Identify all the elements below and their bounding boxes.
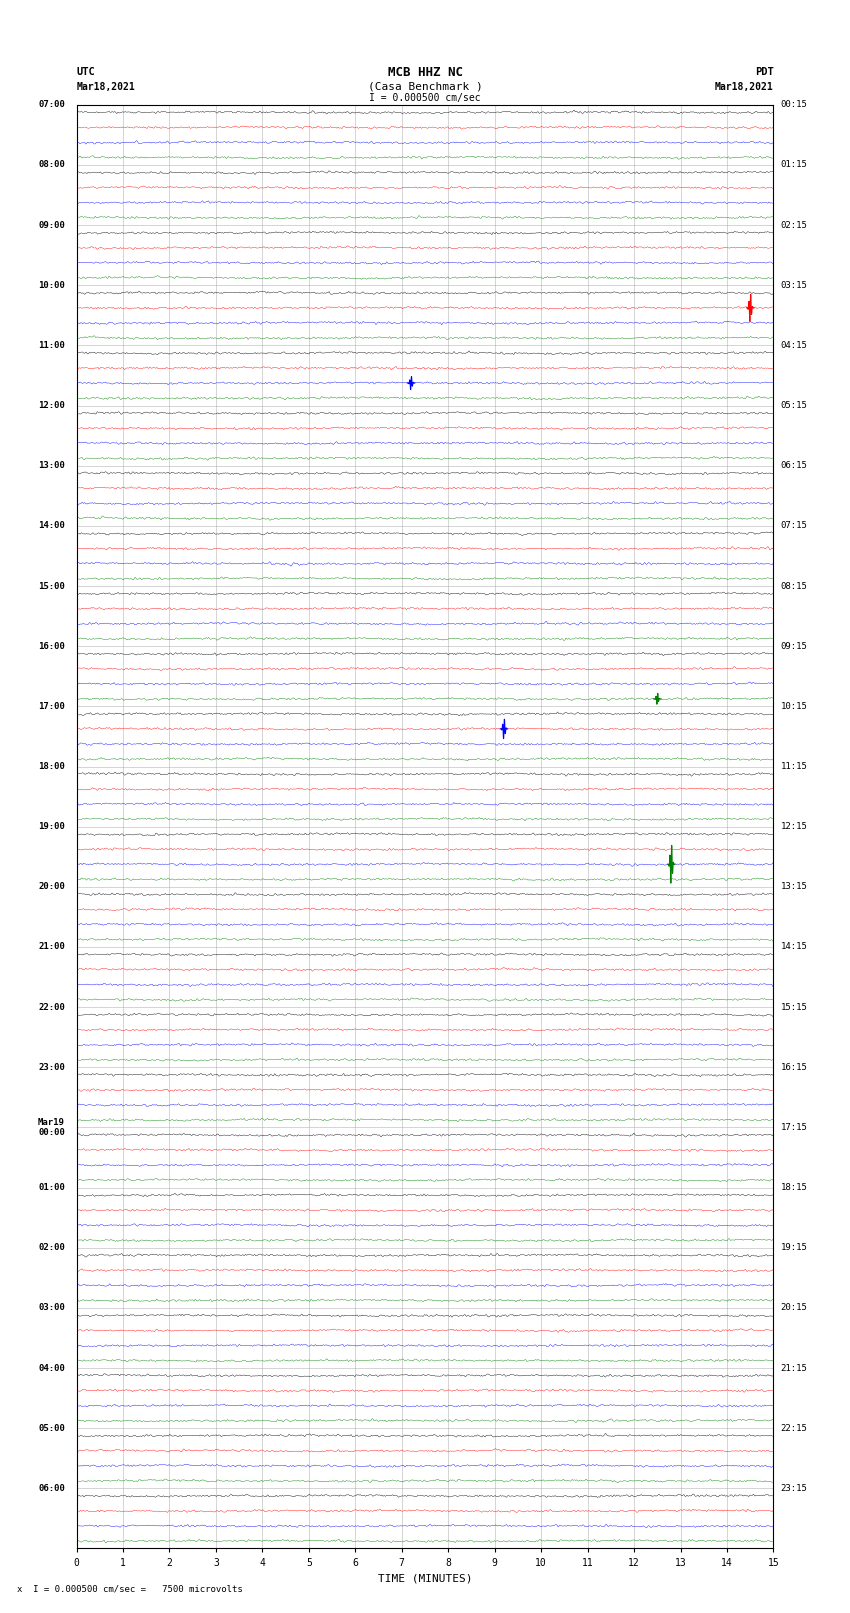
Text: 23:15: 23:15: [780, 1484, 808, 1492]
Text: 20:00: 20:00: [38, 882, 65, 892]
Text: (Casa Benchmark ): (Casa Benchmark ): [367, 82, 483, 92]
Text: 06:00: 06:00: [38, 1484, 65, 1492]
Text: 07:00: 07:00: [38, 100, 65, 110]
Text: MCB HHZ NC: MCB HHZ NC: [388, 66, 462, 79]
Text: 18:00: 18:00: [38, 761, 65, 771]
Text: 11:15: 11:15: [780, 761, 808, 771]
Text: 07:15: 07:15: [780, 521, 808, 531]
Text: 19:00: 19:00: [38, 823, 65, 831]
X-axis label: TIME (MINUTES): TIME (MINUTES): [377, 1573, 473, 1582]
Text: 22:15: 22:15: [780, 1424, 808, 1432]
Text: Mar19
00:00: Mar19 00:00: [38, 1118, 65, 1137]
Text: 13:15: 13:15: [780, 882, 808, 892]
Text: 21:00: 21:00: [38, 942, 65, 952]
Text: 17:00: 17:00: [38, 702, 65, 711]
Text: 12:15: 12:15: [780, 823, 808, 831]
Text: 14:00: 14:00: [38, 521, 65, 531]
Text: 05:15: 05:15: [780, 402, 808, 410]
Text: 03:15: 03:15: [780, 281, 808, 290]
Text: 02:00: 02:00: [38, 1244, 65, 1252]
Text: 10:00: 10:00: [38, 281, 65, 290]
Text: 16:15: 16:15: [780, 1063, 808, 1071]
Text: 05:00: 05:00: [38, 1424, 65, 1432]
Text: 11:00: 11:00: [38, 340, 65, 350]
Text: 01:15: 01:15: [780, 161, 808, 169]
Text: 16:00: 16:00: [38, 642, 65, 650]
Text: 02:15: 02:15: [780, 221, 808, 229]
Text: 13:00: 13:00: [38, 461, 65, 471]
Text: 12:00: 12:00: [38, 402, 65, 410]
Text: 10:15: 10:15: [780, 702, 808, 711]
Text: UTC: UTC: [76, 68, 95, 77]
Text: 00:15: 00:15: [780, 100, 808, 110]
Text: PDT: PDT: [755, 68, 774, 77]
Text: 09:00: 09:00: [38, 221, 65, 229]
Text: Mar18,2021: Mar18,2021: [76, 82, 135, 92]
Text: 03:00: 03:00: [38, 1303, 65, 1313]
Text: 06:15: 06:15: [780, 461, 808, 471]
Text: 14:15: 14:15: [780, 942, 808, 952]
Text: 22:00: 22:00: [38, 1003, 65, 1011]
Text: 09:15: 09:15: [780, 642, 808, 650]
Text: 15:00: 15:00: [38, 582, 65, 590]
Text: 23:00: 23:00: [38, 1063, 65, 1071]
Text: 04:15: 04:15: [780, 340, 808, 350]
Text: x  I = 0.000500 cm/sec =   7500 microvolts: x I = 0.000500 cm/sec = 7500 microvolts: [17, 1584, 243, 1594]
Text: I = 0.000500 cm/sec: I = 0.000500 cm/sec: [369, 94, 481, 103]
Text: 08:00: 08:00: [38, 161, 65, 169]
Text: 18:15: 18:15: [780, 1182, 808, 1192]
Text: 01:00: 01:00: [38, 1182, 65, 1192]
Text: 21:15: 21:15: [780, 1363, 808, 1373]
Text: 15:15: 15:15: [780, 1003, 808, 1011]
Text: 08:15: 08:15: [780, 582, 808, 590]
Text: 19:15: 19:15: [780, 1244, 808, 1252]
Text: 04:00: 04:00: [38, 1363, 65, 1373]
Text: 17:15: 17:15: [780, 1123, 808, 1132]
Text: 20:15: 20:15: [780, 1303, 808, 1313]
Text: Mar18,2021: Mar18,2021: [715, 82, 774, 92]
